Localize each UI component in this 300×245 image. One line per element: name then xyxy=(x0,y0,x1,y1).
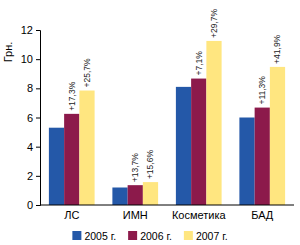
tick-mark xyxy=(36,118,40,119)
tick-label: 10 xyxy=(21,53,33,65)
tick-label: Косметика xyxy=(172,209,227,221)
y-axis: 0 2 4 6 8 10 12 xyxy=(21,24,41,211)
annotation: +7,1% xyxy=(194,51,204,76)
legend-swatch xyxy=(128,231,137,240)
annotation: +25,7% xyxy=(82,58,92,88)
tick: 0 xyxy=(27,199,40,211)
tick-label: 2 xyxy=(27,170,33,182)
tick-mark xyxy=(36,30,40,31)
tick-mark xyxy=(36,88,40,89)
tick: 8 xyxy=(27,82,40,94)
bar xyxy=(270,67,285,205)
bar xyxy=(128,185,143,205)
axis-line xyxy=(40,205,294,206)
tick-label: 6 xyxy=(27,112,33,124)
x-axis: ЛС ИМН Косметика БАД xyxy=(40,205,294,221)
bar xyxy=(239,118,254,206)
tick: 2 xyxy=(27,170,40,182)
bar xyxy=(79,91,94,205)
legend: 2005 г. 2006 г. 2007 г. xyxy=(72,230,227,242)
legend-label: 2007 г. xyxy=(196,230,228,242)
tick-mark xyxy=(36,205,40,206)
annotation: +29,7% xyxy=(209,8,219,38)
axis-line xyxy=(36,31,41,206)
axis-title: Грн. xyxy=(2,42,14,63)
legend-item: 2006 г. xyxy=(128,230,172,242)
bar xyxy=(206,41,221,205)
tick: ИМН xyxy=(123,209,148,221)
tick-label: 0 xyxy=(27,199,33,211)
annotations: +17,3% +13,7% +7,1% +11,3% +25,7% +15,6% +29,7… xyxy=(67,8,283,182)
bar xyxy=(176,87,191,205)
bar xyxy=(143,182,158,205)
chart: +17,3% +13,7% +7,1% +11,3% +25,7% +15,6% +29,7… xyxy=(0,0,300,245)
legend-label: 2005 г. xyxy=(84,230,116,242)
annotation: +17,3% xyxy=(67,81,77,111)
bar xyxy=(112,188,127,206)
tick: 12 xyxy=(21,24,40,36)
annotation: +13,7% xyxy=(130,153,140,183)
annotation: +41,9% xyxy=(272,34,282,64)
tick: Косметика xyxy=(172,209,227,221)
bar xyxy=(255,108,270,205)
tick-label: ИМН xyxy=(123,209,148,221)
tick: 6 xyxy=(27,112,40,124)
legend-item: 2005 г. xyxy=(72,230,116,242)
bar xyxy=(191,79,206,205)
tick-mark xyxy=(36,176,40,177)
bar xyxy=(64,114,79,205)
legend-label: 2006 г. xyxy=(140,230,172,242)
tick-mark xyxy=(36,59,40,60)
tick: 10 xyxy=(21,53,40,65)
tick: ЛС xyxy=(64,209,79,221)
annotation: +15,6% xyxy=(145,150,155,180)
tick-label: 4 xyxy=(27,141,33,153)
tick-label: 12 xyxy=(21,24,33,36)
tick: 4 xyxy=(27,141,40,153)
legend-swatch xyxy=(184,231,193,240)
annotation: +11,3% xyxy=(257,76,267,105)
bar xyxy=(49,128,64,205)
tick-label: 8 xyxy=(27,82,33,94)
legend-item: 2007 г. xyxy=(184,230,228,242)
tick: БАД xyxy=(251,209,274,221)
legend-swatch xyxy=(72,231,81,240)
tick-label: БАД xyxy=(251,209,274,221)
tick-label: ЛС xyxy=(64,209,79,221)
bars xyxy=(49,41,285,205)
tick-mark xyxy=(36,147,40,148)
